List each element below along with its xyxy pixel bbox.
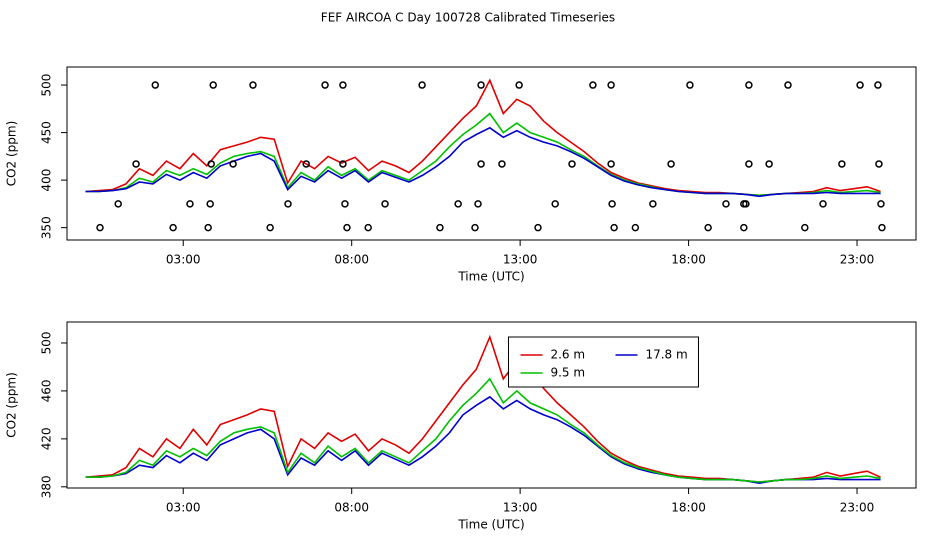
marker bbox=[534, 223, 542, 232]
marker bbox=[745, 160, 753, 168]
marker bbox=[742, 200, 750, 208]
marker bbox=[169, 223, 177, 232]
marker bbox=[204, 223, 212, 232]
marker bbox=[607, 81, 615, 89]
series-line bbox=[85, 334, 881, 483]
marker bbox=[477, 81, 485, 89]
marker bbox=[364, 223, 372, 232]
marker bbox=[321, 81, 329, 89]
marker bbox=[856, 81, 864, 89]
marker bbox=[875, 160, 883, 168]
series-line bbox=[85, 395, 881, 485]
legend-label: 9.5 m bbox=[550, 366, 585, 380]
marker bbox=[339, 81, 347, 89]
marker bbox=[498, 160, 506, 168]
marker bbox=[284, 200, 292, 208]
marker bbox=[765, 160, 773, 168]
plot-frame bbox=[66, 321, 917, 489]
y-tick-label: 450 bbox=[40, 121, 54, 144]
marker bbox=[686, 81, 694, 89]
marker bbox=[722, 200, 730, 208]
series-line bbox=[85, 377, 881, 483]
x-tick-label: 18:00 bbox=[671, 501, 706, 515]
y-tick-label: 380 bbox=[40, 475, 54, 498]
marker bbox=[343, 223, 351, 232]
marker bbox=[96, 223, 104, 232]
x-tick-label: 03:00 bbox=[166, 253, 201, 267]
marker bbox=[436, 223, 444, 232]
legend-label: 2.6 m bbox=[550, 348, 585, 362]
x-axis-label: Time (UTC) bbox=[457, 270, 524, 284]
marker bbox=[515, 81, 523, 89]
marker bbox=[874, 81, 882, 89]
y-axis-label: CO2 (ppm) bbox=[5, 372, 19, 438]
marker bbox=[454, 200, 462, 208]
marker bbox=[207, 160, 215, 168]
marker bbox=[838, 160, 846, 168]
x-tick-label: 03:00 bbox=[166, 501, 201, 515]
marker bbox=[745, 81, 753, 89]
marker bbox=[608, 200, 616, 208]
marker bbox=[667, 160, 675, 168]
marker bbox=[418, 81, 426, 89]
x-tick-label: 23:00 bbox=[840, 253, 875, 267]
plot-frame bbox=[66, 66, 917, 241]
marker bbox=[878, 223, 886, 232]
marker bbox=[471, 223, 479, 232]
marker bbox=[801, 223, 809, 232]
y-tick-label: 400 bbox=[40, 169, 54, 192]
y-tick-label: 350 bbox=[40, 216, 54, 239]
marker bbox=[649, 200, 657, 208]
marker bbox=[114, 200, 122, 208]
marker bbox=[474, 200, 482, 208]
marker bbox=[568, 160, 576, 168]
x-tick-label: 08:00 bbox=[334, 501, 369, 515]
series-line bbox=[85, 112, 881, 197]
y-axis-label: CO2 (ppm) bbox=[5, 121, 19, 187]
marker bbox=[302, 160, 310, 168]
marker bbox=[784, 81, 792, 89]
marker bbox=[551, 200, 559, 208]
marker bbox=[206, 200, 214, 208]
x-tick-label: 23:00 bbox=[840, 501, 875, 515]
marker bbox=[266, 223, 274, 232]
marker bbox=[209, 81, 217, 89]
marker bbox=[186, 200, 194, 208]
marker bbox=[589, 81, 597, 89]
marker bbox=[341, 200, 349, 208]
x-tick-label: 13:00 bbox=[503, 501, 538, 515]
marker bbox=[477, 160, 485, 168]
marker bbox=[704, 223, 712, 232]
y-tick-label: 500 bbox=[40, 74, 54, 97]
y-tick-label: 500 bbox=[40, 332, 54, 355]
x-tick-label: 18:00 bbox=[671, 253, 706, 267]
x-tick-label: 13:00 bbox=[503, 253, 538, 267]
marker bbox=[740, 223, 748, 232]
x-tick-label: 08:00 bbox=[334, 253, 369, 267]
legend-label: 17.8 m bbox=[645, 348, 687, 362]
page-title: FEF AIRCOA C Day 100728 Calibrated Times… bbox=[321, 11, 615, 25]
marker bbox=[607, 160, 615, 168]
marker bbox=[631, 223, 640, 232]
marker bbox=[132, 160, 140, 168]
marker bbox=[610, 223, 618, 232]
marker bbox=[819, 200, 827, 208]
x-axis-label: Time (UTC) bbox=[457, 518, 524, 532]
marker bbox=[877, 200, 885, 208]
marker bbox=[151, 81, 160, 89]
y-tick-label: 420 bbox=[40, 427, 54, 450]
marker bbox=[229, 160, 237, 168]
series-line bbox=[85, 126, 881, 198]
y-tick-label: 460 bbox=[40, 379, 54, 402]
marker bbox=[381, 200, 389, 208]
marker bbox=[249, 81, 257, 89]
marker bbox=[339, 160, 347, 168]
legend-box bbox=[507, 336, 699, 388]
